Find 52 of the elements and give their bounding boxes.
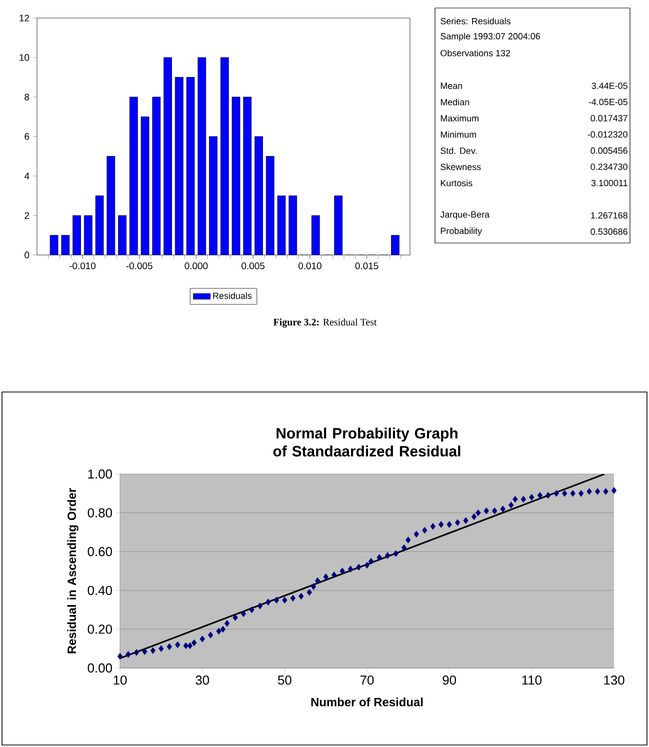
y-tick-label: 6 (24, 133, 30, 140)
x-tick-label: 110 (522, 676, 542, 685)
text: 3.100011 (591, 180, 628, 186)
y-tick-label: 0.00 (88, 663, 112, 673)
x-axis-title: Number of Residual (311, 698, 423, 706)
y-axis-title: Residual in Ascending Order (67, 488, 78, 654)
text: Minimum (440, 131, 476, 138)
x-tick-label: 0.005 (242, 262, 265, 270)
text: 0.530686 (590, 228, 628, 235)
y-tick-label: 0.80 (88, 508, 112, 518)
text: 3.44E-05 (592, 82, 628, 89)
x-tick-label: 30 (196, 676, 210, 685)
text: Jarque-Bera (440, 211, 490, 220)
x-tick-label: 50 (278, 676, 292, 685)
text: -0.012320 (588, 131, 628, 138)
y-tick-label: 10 (20, 54, 30, 61)
text: 0.017437 (590, 115, 628, 122)
y-tick-label: 1.00 (88, 469, 112, 479)
x-tick-label: 130 (604, 676, 624, 685)
x-tick-label: -0.005 (126, 262, 152, 270)
text: Observations 132 (440, 50, 510, 56)
text: Series: Residuals (440, 18, 510, 24)
x-tick-label: 0.000 (184, 262, 208, 270)
x-tick-label: -0.010 (69, 262, 96, 270)
text: Probability (440, 227, 482, 236)
y-tick-label: 8 (24, 94, 30, 100)
text: 0.234730 (590, 164, 628, 170)
y-tick-label: 0 (24, 252, 30, 258)
legend-label: Residuals (213, 292, 252, 299)
y-tick-label: 0.20 (88, 624, 112, 634)
text: 0.005456 (590, 147, 628, 154)
text: Figure 3.2: Residual Test (273, 318, 377, 328)
x-tick-label: 0.010 (298, 262, 322, 270)
text: Median (440, 98, 470, 106)
text: Std. Dev. (440, 147, 476, 154)
y-tick-label: 0.40 (88, 586, 112, 595)
y-tick-label: 2 (24, 212, 30, 219)
text: Maximum (440, 114, 478, 122)
text: Sample 1993:07 2004:06 (440, 32, 540, 42)
chart-title: Normal Probability Graph of Standaardized Residual (273, 428, 460, 457)
text: -4.05E-05 (588, 98, 628, 106)
text: Skewness (440, 164, 481, 170)
x-tick-label: 10 (114, 676, 127, 685)
text: Kurtosis (440, 180, 472, 186)
y-tick-label: 12 (20, 14, 30, 22)
y-tick-label: 0.60 (88, 547, 112, 556)
x-tick-label: 90 (442, 676, 456, 685)
text: Mean (440, 82, 462, 89)
text: 1.267168 (591, 212, 628, 219)
x-tick-label: 0.015 (355, 262, 378, 270)
x-tick-label: 70 (360, 676, 374, 685)
y-tick-label: 4 (24, 172, 30, 180)
